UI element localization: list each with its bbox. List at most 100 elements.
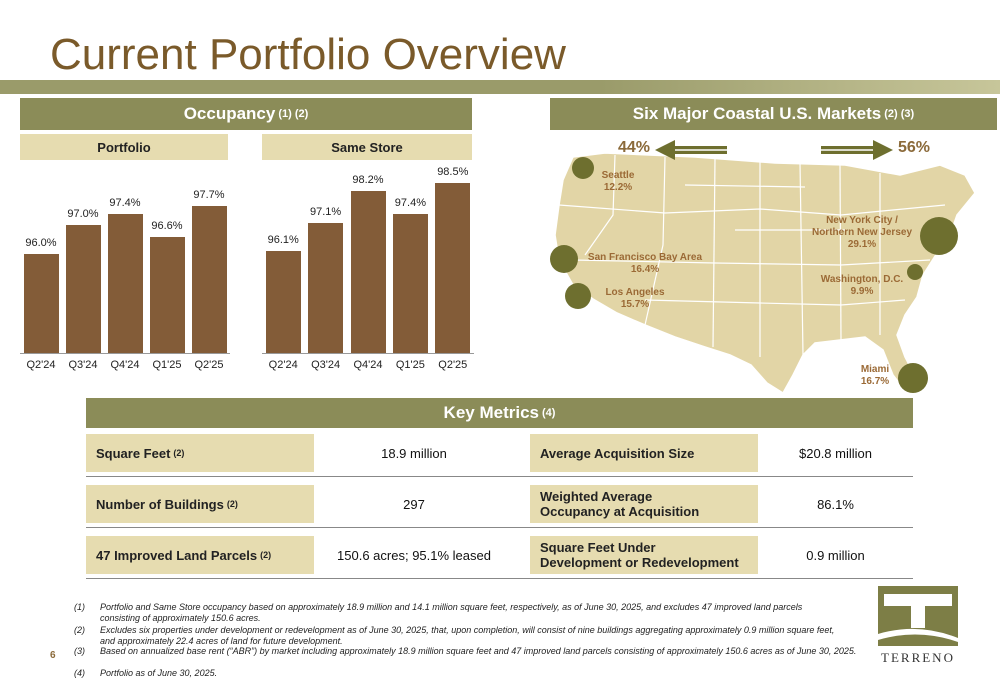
metric-label-under-development: Square Feet Under Development or Redevel… [530, 536, 758, 574]
metric-value-square-feet: 18.9 million [381, 445, 447, 461]
chart-tick-label: Q3'24 [68, 359, 98, 371]
occupancy-header-label: Occupancy [183, 104, 276, 123]
metric-label-text: Number of Buildings [96, 496, 224, 512]
chart-data-label: 98.2% [352, 174, 384, 187]
footnote-text: Portfolio as of June 30, 2025. [100, 668, 218, 678]
metric-label-footnote: (2) [260, 550, 272, 560]
metric-label-line-2: Occupancy at Acquisition [540, 504, 700, 519]
portfolio-subheader: Portfolio [20, 134, 228, 160]
metric-label-line-1: Square Feet Under [540, 540, 656, 555]
metric-label-line-1: Weighted Average [540, 489, 653, 504]
market-label-washington-dc: Washington, D.C. 9.9% [810, 274, 914, 298]
chart-tick-label: Q1'25 [152, 359, 182, 371]
terreno-logo-text: TERRENO [881, 650, 955, 665]
metric-label-land-parcels: 47 Improved Land Parcels (2) [86, 536, 314, 574]
key-metrics-header-label: Key Metrics [443, 403, 539, 422]
market-label-san-francisco: San Francisco Bay Area 16.4% [580, 252, 710, 276]
chart-tick-label: Q1'25 [395, 359, 425, 371]
metric-label-text: Average Acquisition Size [540, 445, 695, 461]
west-share-percent: 44% [618, 139, 651, 156]
chart-data-label: 97.7% [193, 188, 225, 201]
chart-tick-label: Q4'24 [353, 359, 383, 371]
occupancy-header-footnote: (1) (2) [278, 108, 309, 120]
chart-tick-label: Q2'25 [438, 359, 468, 371]
row-divider [86, 527, 913, 528]
metric-value-weighted-occupancy: 86.1% [817, 496, 854, 512]
market-name: San Francisco Bay Area [587, 252, 703, 263]
market-label-los-angeles: Los Angeles 15.7% [595, 287, 675, 311]
key-metrics-header: Key Metrics (4) [86, 398, 913, 428]
chart-bar [350, 191, 386, 353]
metric-value-avg-acquisition-size: $20.8 million [799, 445, 872, 461]
markets-header-footnote: (2) (3) [884, 108, 915, 120]
chart-bar [308, 222, 344, 353]
market-name: Miami [860, 364, 890, 375]
metric-label-line-2: Development or Redevelopment [540, 555, 739, 570]
market-label-seattle: Seattle 12.2% [588, 170, 648, 194]
miami-dot-icon [898, 363, 928, 393]
metric-label-weighted-occupancy: Weighted Average Occupancy at Acquisitio… [530, 485, 758, 523]
markets-header-label: Six Major Coastal U.S. Markets [632, 104, 882, 123]
page-number: 6 [50, 650, 56, 661]
chart-tick-label: Q2'24 [268, 359, 298, 371]
metric-label-buildings: Number of Buildings (2) [86, 485, 314, 523]
same-store-subheader: Same Store [262, 134, 472, 160]
metric-value-under-development: 0.9 million [806, 547, 865, 563]
chart-bar [191, 205, 227, 353]
chart-data-label: 98.5% [437, 165, 469, 178]
row-divider [86, 578, 913, 579]
metric-label-avg-acquisition-size: Average Acquisition Size [530, 434, 758, 472]
east-share-percent: 56% [898, 139, 931, 156]
market-name-line-1: New York City / [826, 215, 898, 226]
market-name-line-2: Northern New Jersey [811, 227, 913, 238]
market-percent: 12.2% [603, 182, 633, 193]
washington-dc-dot-icon [907, 264, 923, 280]
chart-tick-label: Q4'24 [110, 359, 140, 371]
occupancy-header: Occupancy (1) (2) [20, 98, 472, 130]
market-percent: 15.7% [620, 299, 650, 310]
chart-bar [107, 214, 143, 353]
market-name: Seattle [601, 170, 635, 181]
metric-label-footnote: (2) [226, 499, 238, 509]
title-divider-bar [0, 80, 1000, 94]
chart-data-label: 97.0% [67, 208, 99, 221]
market-percent: 16.7% [860, 376, 890, 387]
footnote-text: Based on annualized base rent (“ABR”) by… [100, 646, 857, 656]
market-percent: 9.9% [850, 286, 874, 297]
footnote-text: Portfolio and Same Store occupancy based… [100, 602, 803, 623]
metric-label-footnote: (2) [173, 448, 185, 458]
chart-tick-label: Q2'24 [26, 359, 56, 371]
market-percent: 29.1% [847, 239, 877, 250]
west-arrow-icon [655, 140, 727, 160]
chart-data-label: 96.0% [25, 236, 57, 249]
metric-label-text: 47 Improved Land Parcels [96, 547, 258, 563]
chart-bar [265, 250, 301, 353]
metric-value-land-parcels: 150.6 acres; 95.1% leased [337, 547, 491, 563]
us-map [554, 152, 976, 395]
page-title: Current Portfolio Overview [50, 30, 566, 79]
metric-label-square-feet: Square Feet (2) [86, 434, 314, 472]
chart-data-label: 97.1% [309, 205, 342, 218]
chart-bar [65, 225, 101, 353]
footnote-number: (3) [74, 646, 85, 656]
los-angeles-dot-icon [565, 283, 591, 309]
san-francisco-dot-icon [550, 245, 578, 273]
chart-bar [23, 253, 59, 353]
row-divider [86, 476, 913, 477]
seattle-dot-icon [572, 157, 594, 179]
new-york-dot-icon [920, 217, 958, 255]
chart-x-axis [262, 353, 474, 354]
chart-bar [435, 182, 471, 353]
terreno-logo-icon [878, 586, 958, 646]
chart-bar [392, 214, 428, 353]
market-label-miami: Miami 16.7% [845, 364, 905, 388]
chart-x-axis [20, 353, 230, 354]
chart-data-label: 96.6% [151, 219, 183, 232]
chart-data-label: 97.4% [109, 197, 141, 210]
footnote-number: (2) [74, 625, 85, 635]
market-label-new-york: New York City / Northern New Jersey 29.1… [800, 215, 924, 251]
metric-label-text: Square Feet [96, 445, 171, 461]
state-borders [558, 154, 946, 357]
footnote-text: Excludes six properties under developmen… [100, 625, 835, 646]
